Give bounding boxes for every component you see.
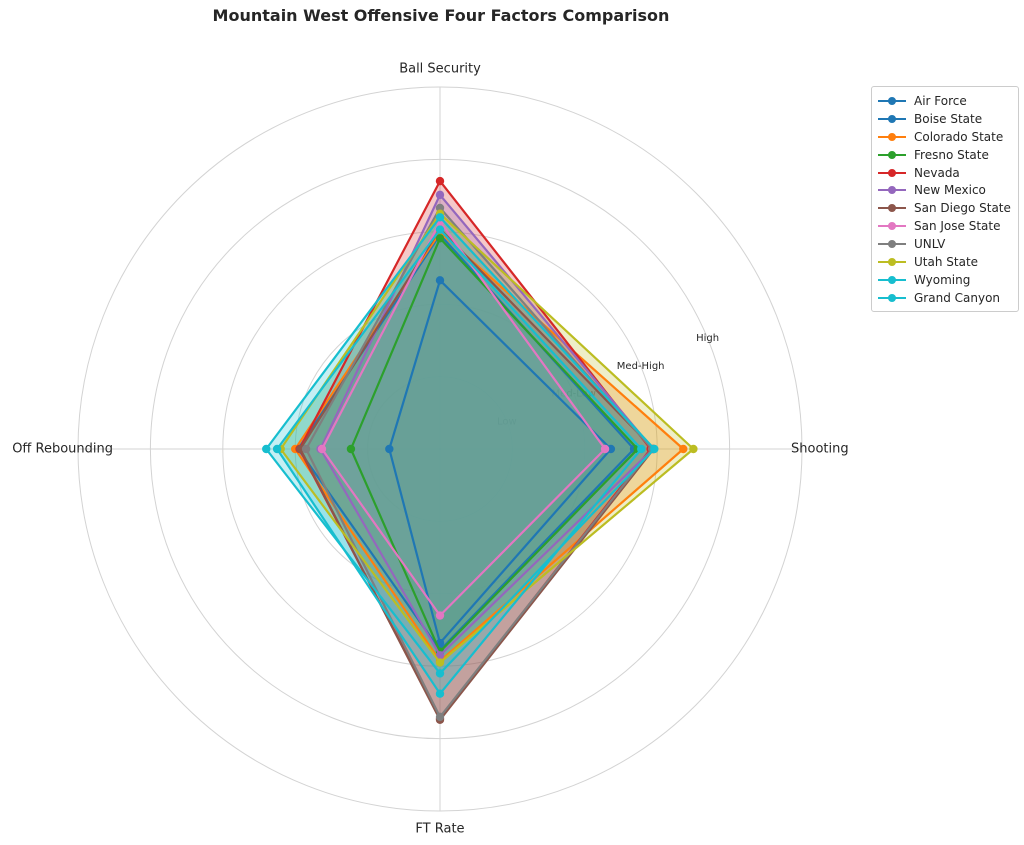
series-fill (322, 221, 606, 616)
series-unlv (301, 203, 657, 722)
ring-label: Med-High (617, 361, 665, 372)
legend-swatch (878, 202, 906, 214)
legend-swatch (878, 292, 906, 304)
axis-label: Ball Security (399, 62, 481, 77)
series-fill (389, 280, 611, 643)
legend-label: Fresno State (914, 147, 989, 162)
legend-swatch (878, 238, 906, 250)
axis-label: Shooting (791, 442, 849, 457)
legend-swatch (878, 131, 906, 143)
ring-label: Med-Low (552, 389, 596, 400)
series-fill (295, 232, 684, 662)
series-air-force (385, 276, 616, 648)
series-fill (306, 207, 653, 717)
series-wyoming (262, 213, 659, 678)
legend-swatch (878, 95, 906, 107)
data-point (600, 444, 610, 454)
legend-item: San Diego State (878, 199, 1012, 217)
data-point (689, 444, 698, 454)
legend-swatch (878, 113, 906, 125)
legend-item: Air Force (878, 92, 1012, 110)
legend: Air Force Boise State Colorado State Fresno… (871, 86, 1019, 312)
data-point (637, 444, 646, 454)
series-lines (262, 176, 698, 724)
legend-item: Utah State (878, 253, 1012, 271)
legend-label: New Mexico (914, 183, 986, 198)
series-fill (300, 228, 654, 720)
data-point (435, 213, 445, 222)
data-point (435, 689, 445, 698)
legend-label: Utah State (914, 254, 979, 269)
data-point (435, 712, 445, 722)
data-point (435, 225, 445, 234)
legend-label: San Jose State (914, 219, 1001, 234)
axis-labels: Shooting Ball Security Off Rebounding FT Ra… (12, 62, 848, 837)
data-point (272, 444, 282, 454)
data-point (346, 444, 356, 454)
legend-item: Grand Canyon (878, 289, 1012, 307)
series-fill (320, 194, 653, 656)
legend-label: UNLV (914, 237, 946, 252)
data-point (435, 658, 445, 667)
data-point (435, 669, 445, 678)
legend-label: Air Force (914, 93, 967, 108)
data-point (650, 444, 659, 454)
data-point (385, 444, 394, 454)
legend-item: Fresno State (878, 146, 1012, 164)
data-point (435, 651, 445, 660)
legend-swatch (878, 220, 906, 232)
legend-item: Wyoming (878, 271, 1012, 289)
legend-swatch (878, 149, 906, 161)
data-point (679, 444, 688, 454)
data-point (435, 234, 445, 243)
legend-item: UNLV (878, 235, 1012, 253)
legend-label: San Diego State (914, 201, 1011, 216)
axis-label: FT Rate (415, 822, 464, 837)
data-point (606, 444, 616, 454)
legend-item: New Mexico (878, 181, 1012, 199)
data-point (435, 203, 445, 213)
series-grand-canyon (272, 225, 646, 698)
data-point (301, 444, 311, 454)
legend-label: Wyoming (914, 272, 971, 287)
legend-label: Grand Canyon (914, 290, 1001, 305)
data-point (317, 444, 327, 454)
legend-label: Colorado State (914, 129, 1004, 144)
data-point (262, 444, 271, 454)
axis-label: Off Rebounding (12, 442, 113, 457)
ring-label: High (696, 333, 719, 344)
data-point (435, 190, 445, 200)
legend-item: Colorado State (878, 128, 1012, 146)
legend-swatch (878, 184, 906, 196)
data-point (435, 276, 445, 285)
legend-item: San Jose State (878, 217, 1012, 235)
legend-label: Nevada (914, 165, 960, 180)
legend-label: Boise State (914, 111, 983, 126)
legend-swatch (878, 256, 906, 268)
legend-swatch (878, 167, 906, 179)
legend-item: Nevada (878, 164, 1012, 182)
legend-item: Boise State (878, 110, 1012, 128)
data-point (296, 444, 305, 454)
series-fill (298, 234, 634, 651)
chart-title: Mountain West Offensive Four Factors Com… (212, 6, 670, 25)
data-point (435, 176, 445, 186)
series-fill (280, 213, 694, 663)
data-point (435, 611, 445, 620)
ring-label: Low (497, 416, 517, 427)
legend-swatch (878, 274, 906, 286)
